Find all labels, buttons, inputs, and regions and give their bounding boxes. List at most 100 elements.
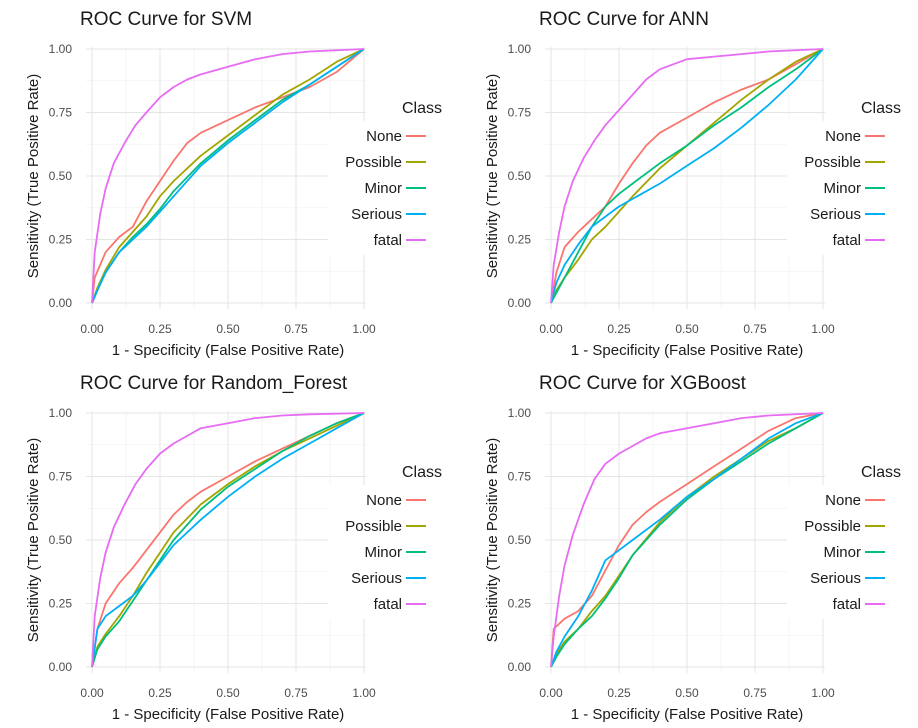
y-tick-label: 0.50 <box>49 169 73 183</box>
roc-line-fatal <box>550 412 824 668</box>
major-grid <box>86 47 366 309</box>
y-tick-label: 0.75 <box>508 106 532 120</box>
roc-line-fatal <box>550 48 824 304</box>
y-tick-label: 1.00 <box>49 406 73 420</box>
roc-line-fatal <box>91 48 365 304</box>
roc-panel-svm: 0.00 0.25 0.50 0.75 1.00 0.00 0.25 0.50 0.75 1.00… <box>0 0 459 364</box>
y-tick-label: 0.00 <box>508 296 532 310</box>
chart-title: ROC Curve for ANN <box>539 9 709 30</box>
legend-label-possible: Possible <box>804 154 861 171</box>
legend-label-fatal: fatal <box>374 232 402 249</box>
legend-label-serious: Serious <box>810 570 861 587</box>
minor-grid <box>86 47 366 309</box>
y-tick-label: 0.75 <box>508 470 532 484</box>
x-tick-label: 0.50 <box>216 322 240 336</box>
y-tick-label: 0.00 <box>49 660 73 674</box>
roc-panel-random-forest: 0.00 0.25 0.50 0.75 1.00 0.00 0.25 0.50 0.75 1.00… <box>0 364 459 728</box>
minor-grid <box>86 411 366 673</box>
legend-label-serious: Serious <box>810 206 861 223</box>
x-tick-label: 0.50 <box>675 686 699 700</box>
x-axis-label: 1 - Specificity (False Positive Rate) <box>112 706 345 723</box>
roc-line-possible <box>91 48 365 304</box>
roc-chart-random-forest: 0.00 0.25 0.50 0.75 1.00 0.00 0.25 0.50 0.75 1.00… <box>25 373 452 723</box>
x-tick-label: 0.25 <box>607 322 631 336</box>
minor-grid <box>545 47 825 309</box>
y-tick-label: 1.00 <box>508 42 532 56</box>
legend-background <box>787 121 911 255</box>
x-tick-label: 0.00 <box>80 322 104 336</box>
y-axis-label: Sensitivity (True Positive Rate) <box>25 438 42 643</box>
y-tick-label: 0.75 <box>49 106 73 120</box>
y-tick-label: 0.00 <box>508 660 532 674</box>
roc-line-minor <box>550 48 824 304</box>
roc-line-none <box>550 412 824 668</box>
x-tick-label: 0.50 <box>216 686 240 700</box>
x-tick-label: 0.25 <box>148 322 172 336</box>
roc-chart-xgboost: 0.00 0.25 0.50 0.75 1.00 0.00 0.25 0.50 0.75 1.00… <box>484 373 911 723</box>
x-tick-label: 0.75 <box>284 322 308 336</box>
legend-label-possible: Possible <box>804 518 861 535</box>
legend-background <box>328 121 452 255</box>
roc-line-serious <box>91 412 365 668</box>
x-axis-label: 1 - Specificity (False Positive Rate) <box>571 706 804 723</box>
roc-line-serious <box>550 48 824 304</box>
x-tick-label: 1.00 <box>352 322 376 336</box>
x-tick-label: 0.75 <box>284 686 308 700</box>
chart-title: ROC Curve for XGBoost <box>539 373 747 394</box>
y-axis-label: Sensitivity (True Positive Rate) <box>484 438 501 643</box>
x-tick-label: 0.00 <box>539 322 563 336</box>
y-tick-label: 0.50 <box>49 533 73 547</box>
y-tick-label: 0.25 <box>49 597 73 611</box>
legend-label-none: None <box>825 128 861 145</box>
major-grid <box>545 411 825 673</box>
x-tick-label: 0.75 <box>743 686 767 700</box>
legend-label-minor: Minor <box>364 180 402 197</box>
legend-label-fatal: fatal <box>374 596 402 613</box>
x-tick-label: 0.00 <box>539 686 563 700</box>
legend-label-minor: Minor <box>823 544 861 561</box>
legend-label-none: None <box>366 492 402 509</box>
legend-title: Class <box>861 464 901 481</box>
chart-title: ROC Curve for Random_Forest <box>80 373 348 394</box>
y-tick-label: 0.00 <box>49 296 73 310</box>
roc-line-minor <box>91 412 365 668</box>
legend-label-possible: Possible <box>345 154 402 171</box>
roc-line-fatal <box>91 412 365 668</box>
x-tick-label: 1.00 <box>811 686 835 700</box>
legend-label-fatal: fatal <box>833 596 861 613</box>
y-tick-label: 0.25 <box>508 597 532 611</box>
y-axis-label: Sensitivity (True Positive Rate) <box>484 74 501 279</box>
y-tick-label: 0.50 <box>508 169 532 183</box>
series-lines <box>91 412 365 668</box>
major-grid <box>86 411 366 673</box>
y-tick-label: 1.00 <box>49 42 73 56</box>
x-axis-label: 1 - Specificity (False Positive Rate) <box>112 342 345 359</box>
series-lines <box>550 412 824 668</box>
y-tick-label: 0.50 <box>508 533 532 547</box>
x-tick-label: 0.25 <box>607 686 631 700</box>
roc-line-possible <box>550 48 824 304</box>
legend-label-none: None <box>366 128 402 145</box>
legend-background <box>328 485 452 619</box>
legend-label-possible: Possible <box>345 518 402 535</box>
roc-chart-ann: 0.00 0.25 0.50 0.75 1.00 0.00 0.25 0.50 0.75 1.00… <box>484 9 911 359</box>
x-tick-label: 0.00 <box>80 686 104 700</box>
series-lines <box>91 48 365 304</box>
legend-label-none: None <box>825 492 861 509</box>
legend-title: Class <box>861 100 901 117</box>
legend-label-fatal: fatal <box>833 232 861 249</box>
legend-title: Class <box>402 464 442 481</box>
chart-title: ROC Curve for SVM <box>80 9 252 30</box>
y-tick-label: 0.75 <box>49 470 73 484</box>
x-tick-label: 1.00 <box>811 322 835 336</box>
x-tick-label: 0.75 <box>743 322 767 336</box>
legend-label-minor: Minor <box>823 180 861 197</box>
legend-label-serious: Serious <box>351 570 402 587</box>
x-tick-label: 1.00 <box>352 686 376 700</box>
roc-line-serious <box>550 412 824 668</box>
major-grid <box>545 47 825 309</box>
